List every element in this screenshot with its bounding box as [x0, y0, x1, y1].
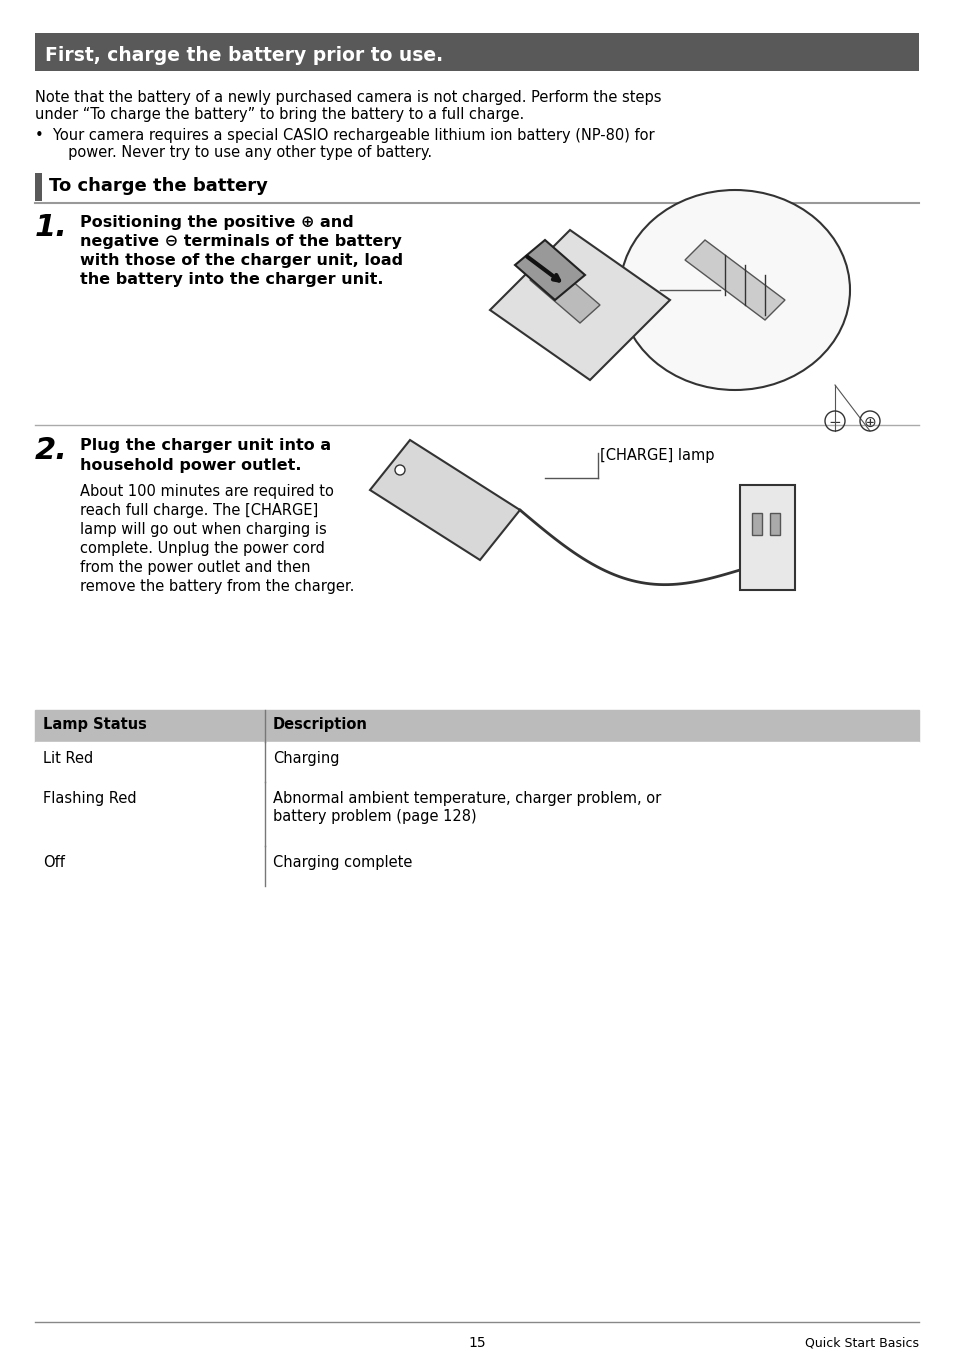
Text: Lamp Status: Lamp Status [43, 716, 147, 731]
Polygon shape [370, 440, 519, 560]
Text: −: − [828, 415, 841, 430]
Text: remove the battery from the charger.: remove the battery from the charger. [80, 579, 354, 594]
Text: 15: 15 [468, 1337, 485, 1350]
Polygon shape [490, 229, 669, 380]
Text: the battery into the charger unit.: the battery into the charger unit. [80, 271, 383, 286]
Ellipse shape [619, 190, 849, 389]
Bar [35, 742, 918, 782]
Text: power. Never try to use any other type of battery.: power. Never try to use any other type o… [45, 145, 432, 160]
Text: Flashing Red: Flashing Red [43, 791, 136, 806]
Bar [751, 513, 761, 535]
Text: lamp will go out when charging is: lamp will go out when charging is [80, 522, 327, 537]
Text: Off: Off [43, 855, 65, 870]
Text: from the power outlet and then: from the power outlet and then [80, 560, 310, 575]
Bar [35, 33, 918, 71]
Polygon shape [515, 240, 584, 300]
Text: About 100 minutes are required to: About 100 minutes are required to [80, 484, 334, 499]
Text: Note that the battery of a newly purchased camera is not charged. Perform the st: Note that the battery of a newly purchas… [35, 90, 660, 104]
Bar [35, 172, 42, 201]
Text: 1.: 1. [35, 213, 68, 242]
Polygon shape [530, 262, 599, 323]
Text: Abnormal ambient temperature, charger problem, or: Abnormal ambient temperature, charger pr… [273, 791, 660, 806]
Bar [769, 513, 780, 535]
Circle shape [395, 465, 405, 475]
Polygon shape [684, 240, 784, 320]
Text: Charging complete: Charging complete [273, 855, 412, 870]
Text: reach full charge. The [CHARGE]: reach full charge. The [CHARGE] [80, 503, 318, 518]
Text: ⊕: ⊕ [862, 415, 876, 430]
Text: negative ⊖ terminals of the battery: negative ⊖ terminals of the battery [80, 233, 401, 248]
Text: To charge the battery: To charge the battery [49, 176, 268, 195]
Text: household power outlet.: household power outlet. [80, 459, 301, 474]
Text: Quick Start Basics: Quick Start Basics [804, 1337, 918, 1349]
Bar [740, 484, 794, 590]
Text: [CHARGE] lamp: [CHARGE] lamp [599, 448, 714, 463]
Text: Description: Description [273, 716, 368, 731]
Text: Plug the charger unit into a: Plug the charger unit into a [80, 438, 331, 453]
Text: Positioning the positive ⊕ and: Positioning the positive ⊕ and [80, 214, 354, 229]
Text: Lit Red: Lit Red [43, 750, 93, 765]
Text: 2.: 2. [35, 436, 68, 465]
Bar [35, 845, 918, 886]
Text: complete. Unplug the power cord: complete. Unplug the power cord [80, 541, 325, 556]
Bar [35, 710, 918, 742]
Text: •  Your camera requires a special CASIO rechargeable lithium ion battery (NP-80): • Your camera requires a special CASIO r… [35, 128, 654, 142]
Text: First, charge the battery prior to use.: First, charge the battery prior to use. [45, 46, 442, 65]
Bar [35, 782, 918, 845]
Text: with those of the charger unit, load: with those of the charger unit, load [80, 252, 403, 267]
Text: battery problem (page 128): battery problem (page 128) [273, 809, 476, 824]
Text: Charging: Charging [273, 750, 339, 765]
Text: under “To charge the battery” to bring the battery to a full charge.: under “To charge the battery” to bring t… [35, 107, 524, 122]
